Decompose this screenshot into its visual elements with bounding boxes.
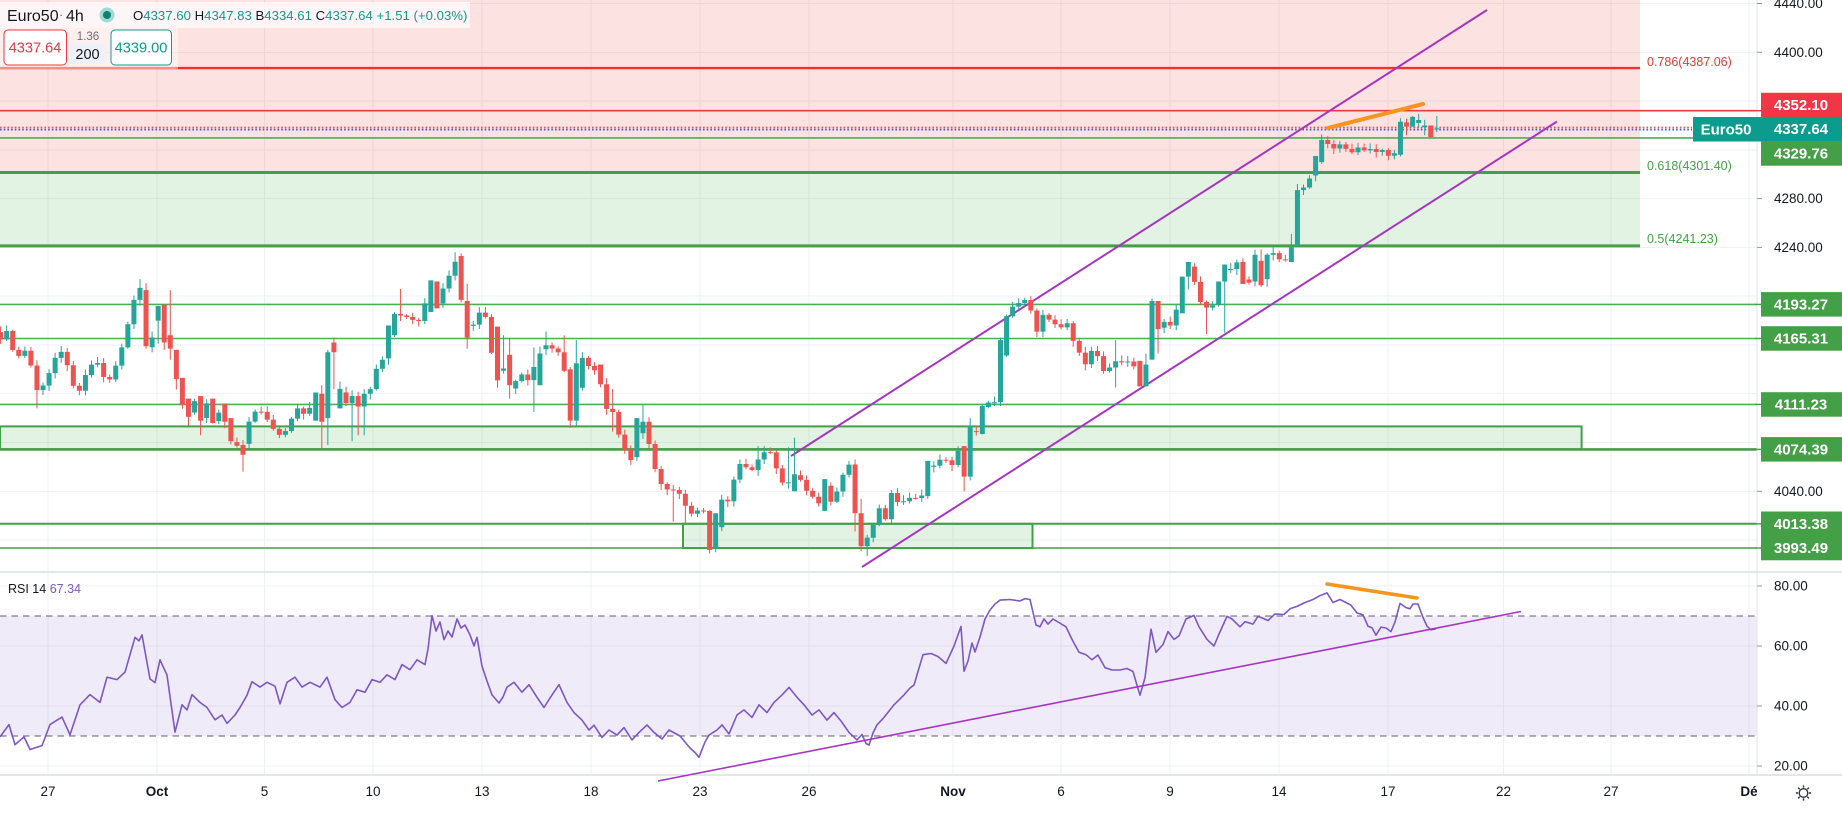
- svg-text:RSI 14 67.34: RSI 14 67.34: [8, 582, 81, 596]
- svg-text:27: 27: [1603, 784, 1618, 799]
- svg-text:9: 9: [1166, 784, 1174, 799]
- svg-text:80.00: 80.00: [1774, 579, 1808, 594]
- svg-text:Euro50: Euro50: [1701, 122, 1752, 139]
- svg-text:26: 26: [801, 784, 816, 799]
- svg-text:4013.38: 4013.38: [1774, 516, 1828, 533]
- svg-text:5: 5: [261, 784, 269, 799]
- svg-text:4352.10: 4352.10: [1774, 97, 1828, 114]
- svg-text:3993.49: 3993.49: [1774, 540, 1828, 557]
- svg-text:4339.00: 4339.00: [115, 41, 168, 57]
- svg-text:20.00: 20.00: [1774, 759, 1808, 774]
- svg-text:4329.76: 4329.76: [1774, 146, 1828, 163]
- svg-text:·: ·: [59, 7, 63, 22]
- svg-text:4193.27: 4193.27: [1774, 296, 1828, 313]
- svg-text:13: 13: [474, 784, 489, 799]
- svg-text:17: 17: [1380, 784, 1395, 799]
- svg-text:200: 200: [75, 47, 99, 63]
- svg-text:0.786(4387.06): 0.786(4387.06): [1647, 55, 1732, 69]
- svg-text:Dé: Dé: [1740, 784, 1758, 799]
- svg-text:0.618(4301.40): 0.618(4301.40): [1647, 159, 1732, 173]
- svg-text:6: 6: [1057, 784, 1065, 799]
- svg-text:4337.64: 4337.64: [9, 41, 62, 57]
- svg-text:O4337.60 H4347.83 B4334.61 C43: O4337.60 H4347.83 B4334.61 C4337.64 +1.5…: [133, 8, 467, 23]
- svg-text:1.36: 1.36: [77, 31, 99, 43]
- svg-text:4337.64: 4337.64: [1774, 121, 1829, 138]
- svg-text:10: 10: [365, 784, 380, 799]
- svg-text:4165.31: 4165.31: [1774, 331, 1828, 348]
- svg-text:14: 14: [1271, 784, 1287, 799]
- svg-text:22: 22: [1496, 784, 1511, 799]
- svg-text:Oct: Oct: [146, 784, 169, 799]
- svg-text:4074.39: 4074.39: [1774, 441, 1828, 458]
- svg-text:40.00: 40.00: [1774, 699, 1808, 714]
- svg-text:4111.23: 4111.23: [1775, 396, 1828, 413]
- svg-text:Nov: Nov: [940, 784, 966, 799]
- svg-text:60.00: 60.00: [1774, 639, 1808, 654]
- svg-text:4240.00: 4240.00: [1774, 240, 1823, 255]
- svg-text:4400.00: 4400.00: [1774, 45, 1823, 60]
- svg-text:18: 18: [583, 784, 598, 799]
- svg-text:0.5(4241.23): 0.5(4241.23): [1647, 232, 1718, 246]
- svg-text:Euro50: Euro50: [7, 8, 59, 25]
- svg-text:23: 23: [692, 784, 707, 799]
- svg-text:4040.00: 4040.00: [1774, 484, 1823, 499]
- svg-text:4h: 4h: [66, 8, 84, 25]
- svg-text:4280.00: 4280.00: [1774, 191, 1823, 206]
- svg-text:4440.00: 4440.00: [1774, 0, 1823, 11]
- svg-text:27: 27: [40, 784, 55, 799]
